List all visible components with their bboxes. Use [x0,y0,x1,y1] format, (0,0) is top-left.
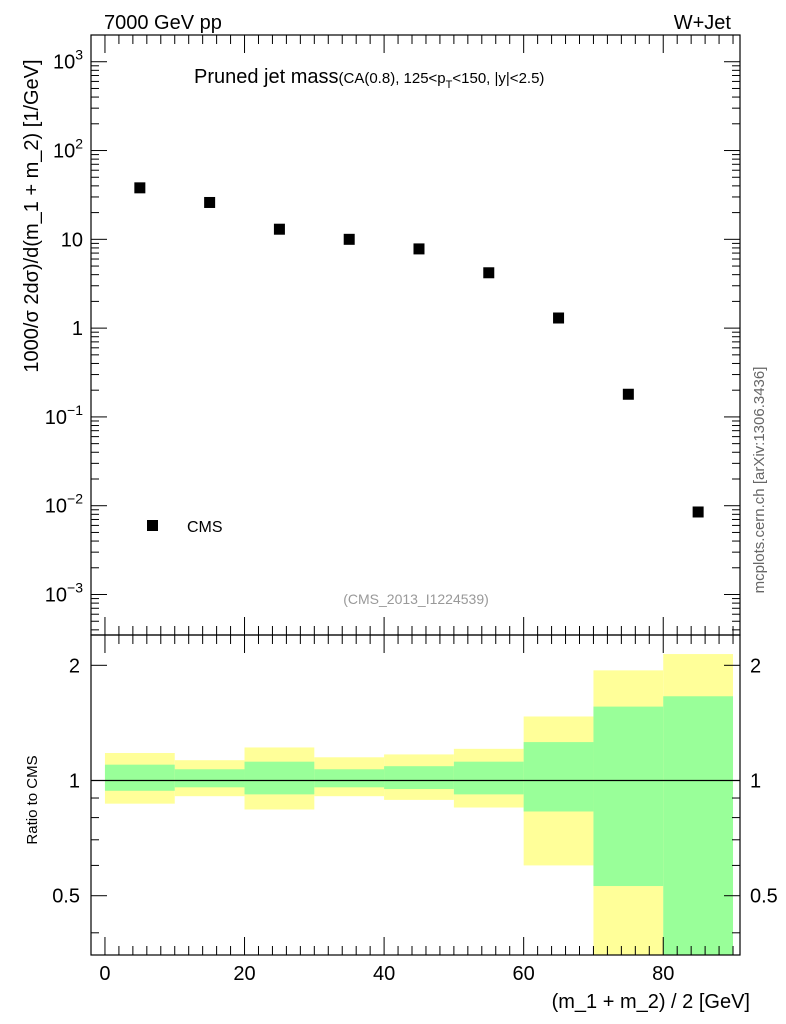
ratio-ytick-label-right-1: 1 [750,771,761,793]
ratio-band-stat-bin-4 [384,766,454,790]
ratio-ytick-label-left-1: 1 [69,771,80,793]
ratio-band-stat-bin-0 [104,764,175,791]
plot-title-main: Pruned jet mass [194,66,339,88]
main-ytick-label-6: 10−3 [45,580,83,607]
data-point-0 [134,182,146,194]
main-ytick-label-5: 10−2 [45,491,83,518]
ratio-band-stat-bin-5 [453,761,524,795]
data-point-8 [692,506,704,518]
ratio-ytick-label-right-0: 2 [750,655,761,677]
side-label: mcplots.cern.ch [arXiv:1306.3436] [751,367,768,594]
ratio-bands [104,654,734,955]
data-point-7 [622,388,634,400]
legend-label-cms: CMS [187,519,223,536]
main-ytick-label-0: 103 [53,47,83,74]
header-right-label: W+Jet [674,12,732,34]
header-left-label: 7000 GeV pp [104,12,222,34]
ratio-band-stat-bin-7 [593,706,664,887]
axis-ticks [91,34,740,955]
ratio-y-axis-title: Ratio to CMS [24,755,41,844]
data-point-1 [204,196,216,208]
ratio-band-stat-bin-8 [663,696,734,955]
xtick-label-40: 40 [373,963,395,985]
main-ytick-label-1: 102 [53,136,83,163]
x-axis-title: (m_1 + m_2) / 2 [GeV] [552,991,750,1013]
plot-title-sub-subscript: T [446,79,453,91]
ratio-ytick-label-left-2: 0.5 [52,886,80,908]
ratio-band-stat-bin-6 [523,742,594,812]
plot-title-sub-b: <150, |y|<2.5) [452,70,544,87]
ratio-ytick-label-right-2: 0.5 [750,886,778,908]
ratio-band-stat-bin-3 [314,769,385,788]
ratio-band-stat-bin-1 [174,769,245,788]
ratio-band-stat-bin-2 [244,761,315,795]
analysis-tag: (CMS_2013_I1224539) [343,591,489,607]
xtick-label-20: 20 [233,963,255,985]
main-ytick-label-4: 10−1 [45,402,83,429]
xtick-label-80: 80 [652,963,674,985]
plot-title-sub-a: (CA(0.8), 125<p [339,70,446,87]
ratio-plot-frame [90,634,741,956]
main-ytick-label-3: 1 [72,318,83,340]
data-point-5 [483,267,495,279]
main-plot-frame [90,34,741,636]
main-data-points [134,182,704,518]
main-ytick-label-2: 10 [61,229,83,251]
main-y-axis-title: 1000/σ 2dσ)/d(m_1 + m_2) [1/GeV] [21,59,43,372]
xtick-label-60: 60 [513,963,535,985]
data-point-6 [553,312,565,324]
xtick-label-0: 0 [99,963,110,985]
data-point-2 [273,223,285,235]
data-point-4 [413,243,425,255]
legend-marker-cms [147,520,158,531]
data-point-3 [343,233,355,245]
ratio-ytick-label-left-0: 2 [69,655,80,677]
plot-title: Pruned jet mass(CA(0.8), 125<pT<150, |y|… [194,66,544,91]
